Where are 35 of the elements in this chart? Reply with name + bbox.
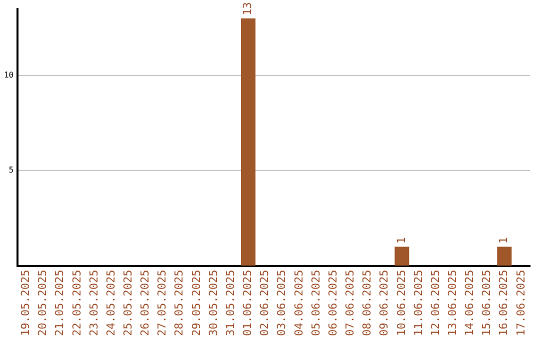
x-tick-label: 04.06.2025 [292, 270, 306, 336]
x-tick-label: 17.06.2025 [514, 270, 528, 336]
data-label: 13 [241, 2, 254, 16]
x-tick-label: 21.05.2025 [53, 270, 66, 336]
x-tick-label: 23.05.2025 [87, 270, 100, 336]
x-tick-label: 20.05.2025 [36, 270, 50, 336]
x-tick-label: 24.05.2025 [104, 270, 118, 336]
x-tick-label: 31.05.2025 [224, 270, 237, 336]
x-tick-label: 12.06.2025 [428, 270, 442, 336]
x-tick-label: 14.06.2025 [463, 270, 476, 336]
x-tick-label: 19.05.2025 [19, 270, 32, 336]
data-label: 1 [497, 237, 510, 244]
x-tick-label: 07.06.2025 [344, 270, 357, 336]
x-tick-label: 01.06.2025 [241, 270, 254, 336]
x-tick-label: 22.05.2025 [70, 270, 84, 336]
x-tick-label: 08.06.2025 [360, 270, 374, 336]
x-tick-label: 06.06.2025 [326, 270, 340, 336]
x-tick-label: 26.05.2025 [138, 270, 152, 336]
x-tick-label: 30.05.2025 [206, 270, 220, 336]
x-tick-label: 09.06.2025 [378, 270, 391, 336]
x-tick-label: 28.05.2025 [172, 270, 186, 336]
x-tick-label: 03.06.2025 [275, 270, 288, 336]
x-tick-label: 05.06.2025 [309, 270, 322, 336]
x-tick-label: 13.06.2025 [446, 270, 460, 336]
y-tick-label: 10 [4, 70, 14, 80]
x-tick-label: 27.05.2025 [156, 270, 169, 336]
x-tick-label: 29.05.2025 [190, 270, 203, 336]
x-tick-label: 02.06.2025 [258, 270, 272, 336]
x-tick-label: 25.05.2025 [122, 270, 135, 336]
x-tick-label: 10.06.2025 [394, 270, 408, 336]
x-tick-label: 15.06.2025 [480, 270, 494, 336]
x-tick-label: 11.06.2025 [412, 270, 425, 336]
data-label: 1 [394, 237, 408, 244]
x-tick-label: 16.06.2025 [497, 270, 510, 336]
y-tick-label: 5 [8, 166, 14, 175]
